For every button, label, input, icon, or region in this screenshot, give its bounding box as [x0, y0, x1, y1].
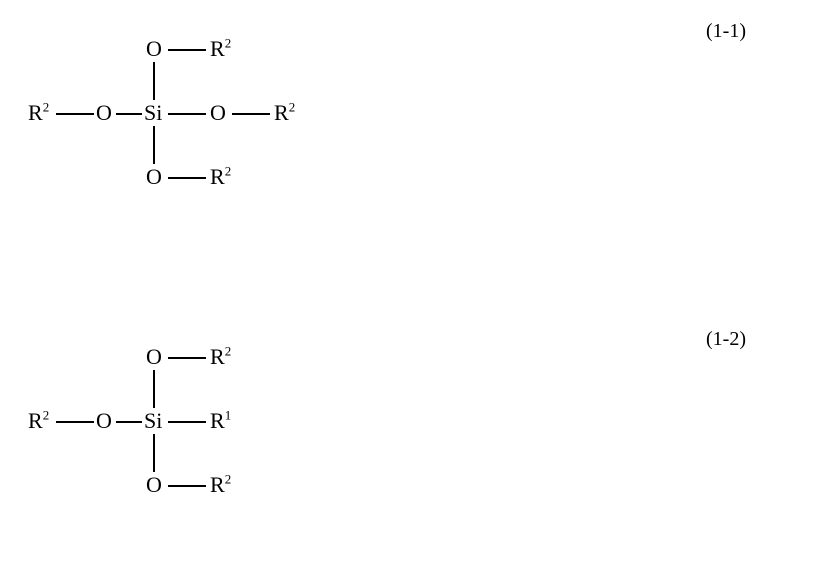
atom-o-bottom: O	[146, 166, 162, 188]
atom-r-right-2: R1	[210, 410, 231, 432]
atom-o-top-2: O	[146, 346, 162, 368]
r-right-sup-2: 1	[225, 408, 232, 423]
atom-r-right: R2	[274, 102, 295, 124]
r-top-label-2: R	[210, 344, 225, 369]
atom-r-top-2: R2	[210, 346, 231, 368]
equation-label-1-1: (1-1)	[706, 20, 746, 43]
r-left-sup-2: 2	[43, 408, 50, 423]
r-top-sup: 2	[225, 36, 232, 51]
bond-r-o-left-2	[56, 421, 94, 423]
r-bottom-sup: 2	[225, 164, 232, 179]
atom-o-bottom-2: O	[146, 474, 162, 496]
atom-r-bottom: R2	[210, 166, 231, 188]
bond-o-r-bottom	[168, 177, 206, 179]
r-left-sup: 2	[43, 100, 50, 115]
atom-si-center-2: Si	[144, 410, 162, 432]
bond-o-si-left	[116, 113, 142, 115]
atom-r-left-2: R2	[28, 410, 49, 432]
r-bottom-label: R	[210, 164, 225, 189]
atom-r-bottom-2: R2	[210, 474, 231, 496]
r-top-label: R	[210, 36, 225, 61]
r-right-sup: 2	[289, 100, 296, 115]
bond-si-o-bottom-2	[153, 434, 155, 472]
bond-o-r-bottom-2	[168, 485, 206, 487]
r-right-label-2: R	[210, 408, 225, 433]
atom-si-center: Si	[144, 102, 162, 124]
atom-r-top: R2	[210, 38, 231, 60]
bond-o-r-top-2	[168, 357, 206, 359]
r-left-label-2: R	[28, 408, 43, 433]
atom-o-top: O	[146, 38, 162, 60]
structure-1-2: Si O R2 O R2 R1 R2 O	[28, 340, 328, 510]
atom-o-left-2: O	[96, 410, 112, 432]
bond-si-o-bottom	[153, 126, 155, 164]
bond-o-si-left-2	[116, 421, 142, 423]
r-right-label: R	[274, 100, 289, 125]
bond-o-r-top	[168, 49, 206, 51]
r-left-label: R	[28, 100, 43, 125]
structure-1-1: Si O R2 O R2 O R2 R2 O	[28, 32, 328, 202]
r-bottom-label-2: R	[210, 472, 225, 497]
equation-label-1-2: (1-2)	[706, 328, 746, 351]
atom-r-left: R2	[28, 102, 49, 124]
bond-o-r-right	[232, 113, 270, 115]
bond-si-o-top-2	[153, 370, 155, 408]
bond-si-r-right-2	[168, 421, 206, 423]
bond-si-o-top	[153, 62, 155, 100]
r-bottom-sup-2: 2	[225, 472, 232, 487]
atom-o-left: O	[96, 102, 112, 124]
r-top-sup-2: 2	[225, 344, 232, 359]
atom-o-right: O	[210, 102, 226, 124]
bond-si-o-right	[168, 113, 206, 115]
bond-r-o-left	[56, 113, 94, 115]
